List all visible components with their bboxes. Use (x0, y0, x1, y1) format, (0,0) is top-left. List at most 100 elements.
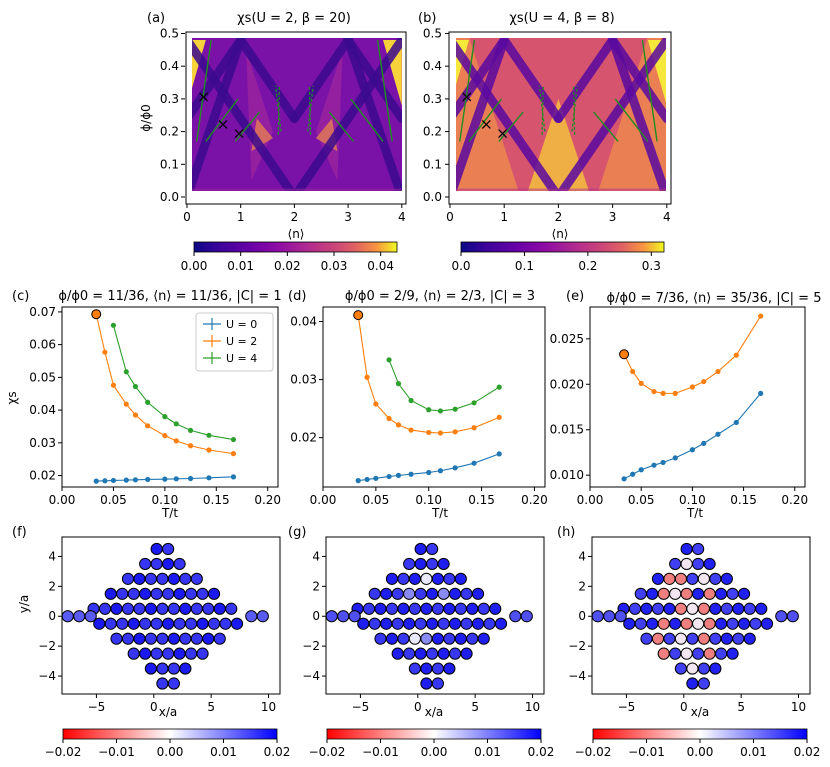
green-dashed-line (571, 85, 579, 132)
b-xtick-label: 2 (555, 210, 563, 224)
f-site (213, 632, 226, 645)
cbar-f-tick-label: 0.02 (264, 745, 291, 759)
c-point (123, 401, 129, 407)
panel-e-title: ϕ/ϕ0 = 7/36, ⟨n⟩ = 35/36, |C| = 5 (607, 291, 822, 306)
e-xtick-label: 0.20 (781, 493, 808, 507)
cbar-a-tick-label: 0.04 (367, 259, 394, 273)
g-site (408, 602, 422, 615)
d-point (496, 384, 502, 390)
e-ytick-label: 0.025 (550, 332, 584, 346)
panel-g-xlabel: x/a (425, 705, 444, 719)
f-site (84, 610, 97, 623)
h-xtick-label: 0 (680, 700, 688, 714)
g-xtick-label: −5 (352, 700, 370, 714)
g-site (443, 572, 456, 585)
f-site (207, 587, 221, 600)
cbar-b-tick-label: 0.2 (578, 259, 597, 273)
e-highlight-point (619, 349, 630, 360)
g-site (420, 662, 433, 675)
c-xtick-label: 0.05 (100, 493, 127, 507)
g-site (414, 542, 427, 556)
g-site (391, 647, 404, 660)
panel-a-title: χs(U = 2, β = 20) (237, 11, 351, 26)
b-ytick-label: 0.0 (423, 190, 442, 204)
green-line (641, 39, 658, 142)
cbar-a-tick-label: 0.00 (181, 259, 208, 273)
b-xtick-label: 1 (500, 210, 508, 224)
d-ytick-label: 0.03 (290, 373, 317, 387)
a-cross-marker (199, 92, 209, 102)
f-site (127, 647, 140, 660)
g-site (426, 617, 439, 630)
green-line (376, 39, 393, 142)
h-site (709, 602, 722, 615)
h-site (669, 587, 682, 600)
d-point (395, 472, 402, 478)
g-site (391, 587, 404, 600)
e-point (660, 459, 666, 466)
h-site (686, 662, 699, 675)
panel-h: (h) −5 0 5 10 4 2 0 −2 −4 x/a (557, 525, 811, 719)
c-point (187, 427, 194, 433)
g-site (420, 602, 433, 615)
b-ytick-label: 0.5 (423, 27, 442, 41)
c-point (206, 475, 212, 481)
b-ytick-label: 0.4 (423, 59, 442, 73)
c-point (145, 476, 151, 483)
h-site (651, 602, 665, 615)
h-site (697, 632, 710, 645)
d-xtick-label: 0.05 (362, 493, 389, 507)
c-point (162, 433, 168, 439)
f-site (256, 610, 269, 623)
g-site (403, 647, 416, 660)
panel-g: (g) −5 0 5 10 4 2 0 −2 −4 x/a (288, 525, 545, 719)
c-point (123, 477, 129, 483)
cbar-g-tick-label: −0.01 (362, 745, 399, 759)
e-xtick-label: 0.00 (577, 493, 604, 507)
g-site (437, 647, 450, 660)
e-point (638, 467, 644, 473)
h-site (703, 587, 716, 600)
g-site (431, 632, 444, 645)
f-site (127, 617, 140, 630)
f-site (167, 602, 180, 615)
heat-band (343, 38, 402, 191)
h-site (640, 632, 653, 645)
d-xtick-label: 0.20 (521, 493, 548, 507)
e-point (638, 380, 644, 386)
panel-a-label: (a) (147, 11, 165, 26)
g-site (403, 557, 416, 571)
h-site (697, 602, 710, 615)
e-xtick-label: 0.15 (730, 493, 757, 507)
d-point (452, 406, 458, 412)
f-site (184, 617, 198, 630)
green-line (350, 98, 384, 142)
d-xtick-label: 0.15 (468, 493, 495, 507)
heat-band (192, 39, 296, 191)
a-xtick-label: 1 (237, 210, 245, 224)
a-xtick-label: 2 (291, 210, 299, 224)
g-site (494, 617, 508, 630)
heat-edge (647, 40, 666, 103)
c-point (206, 432, 212, 438)
d-point (408, 471, 414, 477)
f-site (173, 557, 186, 571)
c-xtick-label: 0.20 (254, 493, 281, 507)
h-ytick-label: −4 (568, 669, 586, 683)
d-point (496, 414, 502, 420)
g-site (391, 617, 404, 630)
heat-band (456, 40, 560, 191)
a-xtick-label: 3 (344, 210, 352, 224)
heat-edge (383, 40, 402, 106)
g-site (426, 587, 439, 600)
h-site (686, 602, 699, 615)
f-site (162, 557, 175, 571)
h-site (669, 617, 682, 630)
g-site (437, 557, 450, 571)
h-site (709, 632, 722, 645)
green-line (468, 98, 503, 142)
cbar-f-tick-label: 0.01 (210, 745, 237, 759)
h-site (760, 617, 774, 630)
f-xtick-label: −5 (88, 700, 106, 714)
h-site (743, 602, 756, 615)
